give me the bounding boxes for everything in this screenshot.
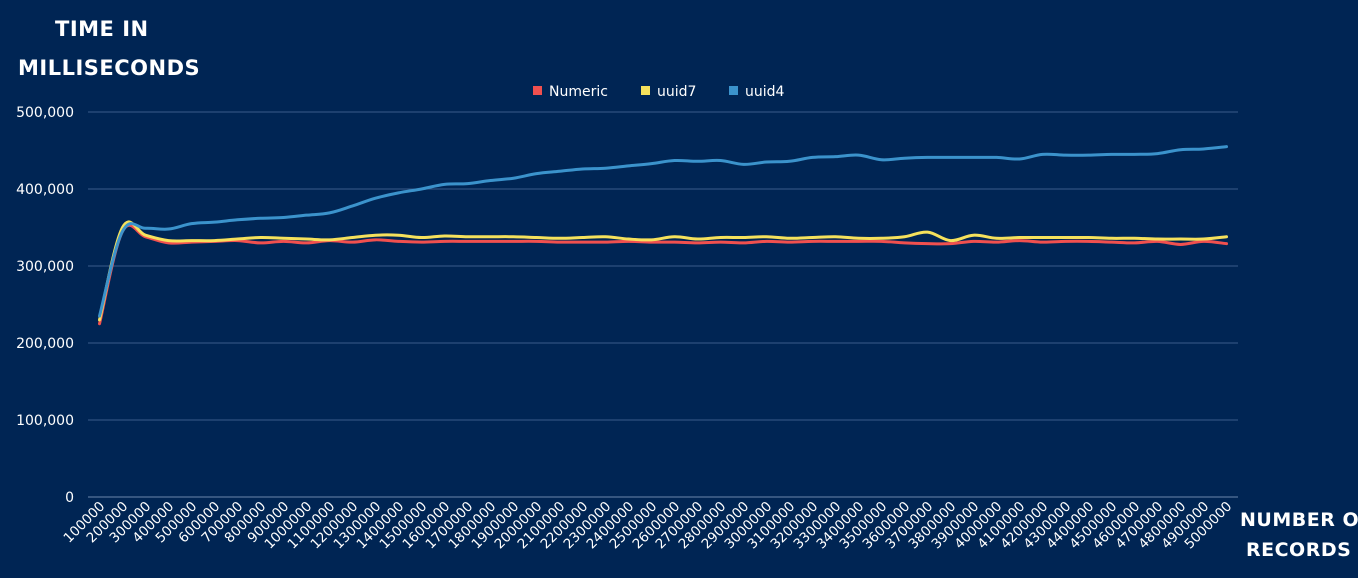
y-tick-label: 200,000 [16, 336, 74, 352]
legend-item-uuid7[interactable]: uuid7 [641, 84, 696, 100]
legend-swatch-numeric [533, 86, 542, 95]
legend-label-uuid4: uuid4 [745, 84, 785, 100]
y-tick-label: 0 [65, 490, 74, 506]
y-tick-label: 500,000 [16, 105, 74, 121]
x-axis-title-line-1: NUMBER OF [1240, 509, 1358, 531]
legend-label-numeric: Numeric [549, 84, 608, 100]
x-axis-ticks: 1000002000003000004000005000006000007000… [61, 499, 1236, 553]
legend-swatch-uuid4 [729, 86, 738, 95]
y-axis-title-line-2: MILLISECONDS [18, 56, 200, 80]
legend-item-numeric[interactable]: Numeric [533, 84, 608, 100]
legend-label-uuid7: uuid7 [657, 84, 696, 100]
y-tick-label: 400,000 [16, 182, 74, 198]
legend: Numeric uuid7 uuid4 [533, 84, 785, 100]
legend-swatch-uuid7 [641, 86, 650, 95]
legend-item-uuid4[interactable]: uuid4 [729, 84, 785, 100]
y-axis-title-line-1: TIME IN [55, 17, 149, 41]
x-axis-title-line-2: RECORDS [1246, 539, 1351, 561]
y-tick-label: 100,000 [16, 413, 74, 429]
grid [88, 111, 1238, 498]
series-line-uuid7 [98, 220, 1228, 322]
y-axis-ticks: 0 100,000 200,000 300,000 400,000 500,000 [16, 105, 74, 506]
series-lines [98, 145, 1228, 326]
series-line-uuid4 [98, 145, 1228, 318]
y-tick-label: 300,000 [16, 259, 74, 275]
series-line-numeric [98, 223, 1228, 326]
